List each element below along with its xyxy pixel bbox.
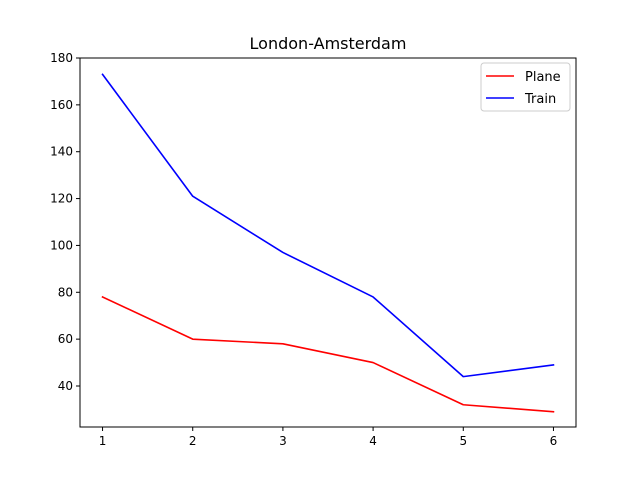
chart-title: London-Amsterdam [250,34,407,53]
series-line-plane [101,295,555,413]
y-tick-label: 120 [50,192,73,206]
legend-box [480,62,571,112]
x-tick-label: 6 [550,434,558,448]
plot-frame [79,57,577,428]
y-tick-label: 160 [50,98,73,112]
x-tick-label: 1 [99,434,107,448]
y-tick-label: 80 [58,285,73,299]
x-tick-label: 5 [459,434,467,448]
x-tick-label: 3 [279,434,287,448]
legend: Plane Train [480,62,571,112]
y-tick-label: 100 [50,238,73,252]
y-tick-label: 40 [58,379,73,393]
legend-label-train: Train [524,92,556,107]
series-line-train [101,73,555,378]
x-tick-label: 4 [369,434,377,448]
y-axis: 40 60 80 100 120 140 160 180 [50,51,80,393]
legend-label-plane: Plane [525,70,561,85]
y-tick-label: 140 [50,145,73,159]
x-axis: 1 2 3 4 5 6 [99,427,558,448]
y-tick-label: 60 [58,332,73,346]
series-layer [101,73,555,413]
y-tick-label: 180 [50,51,73,65]
x-tick-label: 2 [189,434,197,448]
